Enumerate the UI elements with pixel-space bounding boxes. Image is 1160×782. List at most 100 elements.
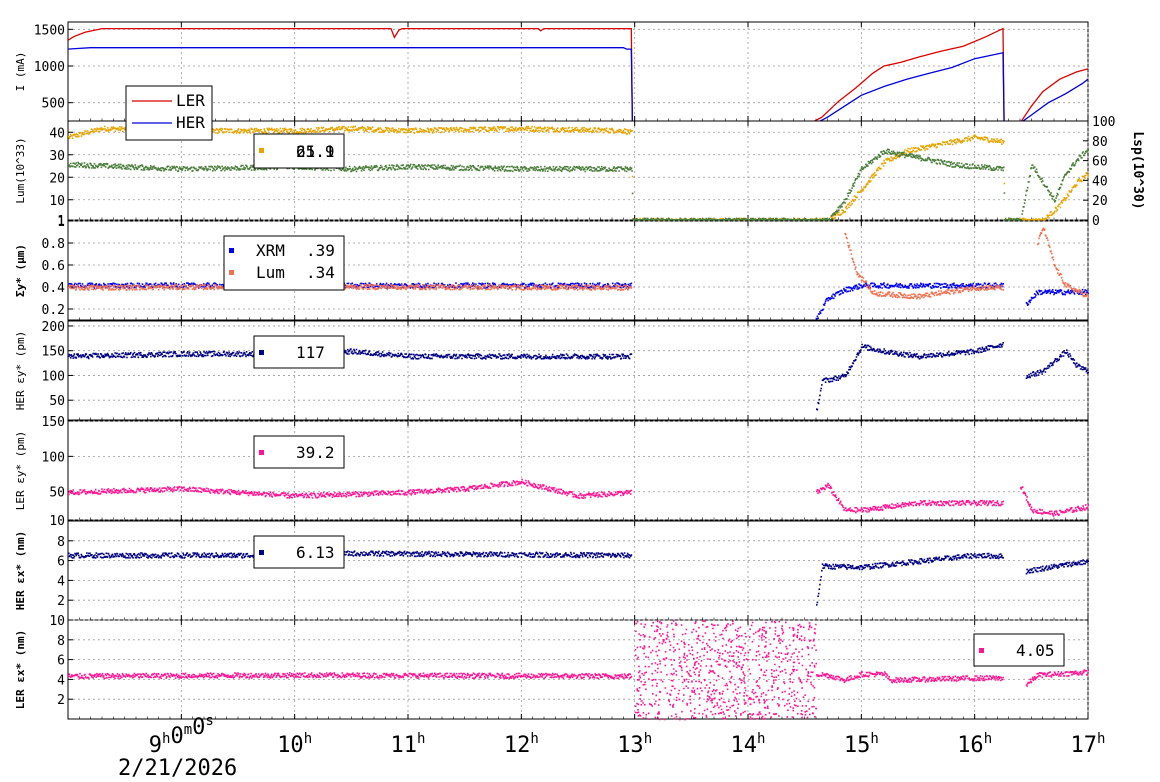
series-points [294,125,353,134]
y-tick-label: 0.6 [42,259,65,274]
legend-box [253,133,345,169]
series-points [816,672,829,679]
series-points [1042,203,1061,221]
panel-frame [67,619,1089,720]
legend-marker [259,148,264,153]
series-points [1025,565,1044,575]
series-points [1054,173,1067,203]
legend-marker [229,270,234,275]
series-points [351,550,633,559]
legend-box [125,85,213,141]
series-points [294,489,409,499]
series-points [1025,290,1038,306]
series-points [884,148,908,159]
y-tick-label: 200 [42,320,65,335]
series-points [1059,184,1078,209]
series-points [68,552,296,559]
y-tick-label: 8 [57,634,65,649]
legend-value: 117 [296,343,325,362]
series-points [294,283,633,291]
right-tick-label: 20 [1092,194,1108,209]
x-tick-label: 17h [1071,731,1106,758]
series-points [521,165,625,173]
legend-her_emit_x: 6.13 [253,535,345,569]
right-axis-luminosity: 0 20 40 60 80 100 Lsp(10^30) [1083,115,1145,229]
series-points [918,285,976,300]
series-points [1037,228,1044,246]
series-points [918,348,976,360]
series-points [861,282,1004,289]
y-tick-label: 1000 [34,60,65,75]
series-points [884,671,891,681]
legend-current: LER HER [125,85,213,141]
y-tick-label: 6 [57,555,65,570]
series-points [68,127,103,140]
series-points [906,152,931,162]
legend-marker [259,550,264,555]
y-axis-label: HER εy* (pm) [14,331,27,410]
y-tick-label: 2 [57,594,65,609]
panel-ler_emit_x: 2 4 6 8 10 LER εx* (nm) [14,614,1089,721]
panel-her_emit_x: 2 4 6 8 HER εx* (nm) [14,520,1089,621]
y-axis-label: Σy* (μm) [14,244,27,297]
series-points [351,164,409,173]
x-tick-label: 10h [277,731,312,758]
series-points [1042,350,1067,373]
series-points [623,128,633,135]
series-her-x- [68,550,1089,606]
series-points [974,135,1004,145]
panel-current: 500 1000 1500 I (mA) [14,21,1089,124]
y-tick-label: 20 [49,171,65,186]
series-points [827,198,846,221]
series-points [827,209,846,221]
series-points [816,297,829,320]
series-points [884,149,908,164]
series-points [408,163,523,173]
series-points [844,167,863,204]
series-points [929,158,953,168]
y-tick-label: 150 [42,345,65,360]
series-points [974,675,1004,682]
series-points [1025,369,1044,379]
legend-marker [229,248,234,253]
y-tick-label: 10 [49,194,65,209]
y-tick-label: 50 [49,486,65,501]
series-points [1042,184,1055,201]
series-points [906,144,931,154]
series-points [816,569,823,606]
right-axis-label: Lsp(10^30) [1130,131,1145,209]
series-points [974,499,1004,507]
legend-ler_emit_y: 39.2 [253,435,345,469]
series-points [861,501,919,513]
series-lsp [68,148,1089,221]
series-points [294,672,633,680]
series-line [67,47,1089,124]
legend-value: 4.05 [1016,641,1055,660]
series-points [884,349,919,359]
series-points [632,217,829,221]
y-axis-label: LER εx* (nm) [14,630,27,709]
series-points [68,672,296,680]
series-points [68,351,183,360]
y-tick-label: 2 [57,693,65,708]
series-points [102,125,183,134]
right-tick-label: 80 [1092,135,1108,150]
series-points [1042,559,1089,572]
y-tick-label: 50 [49,394,65,409]
series-points [1076,172,1089,183]
y-tick-label: 40 [49,126,65,141]
y-tick-label: 0.8 [42,237,65,252]
series-points [974,552,1004,560]
legend-label: XRM [256,241,285,260]
series-points [521,478,579,499]
legend-box [253,435,345,469]
series-points [408,485,466,496]
series-points [827,288,846,302]
legend-box [223,235,345,291]
x-tick-label: 9h0m0s [149,713,214,758]
legend-value: 61.1 [296,142,335,161]
y-tick-label: 10 [49,614,65,629]
series-ler-x- [68,669,1089,687]
y-tick-label: 1500 [34,23,65,38]
series-points [889,675,976,684]
